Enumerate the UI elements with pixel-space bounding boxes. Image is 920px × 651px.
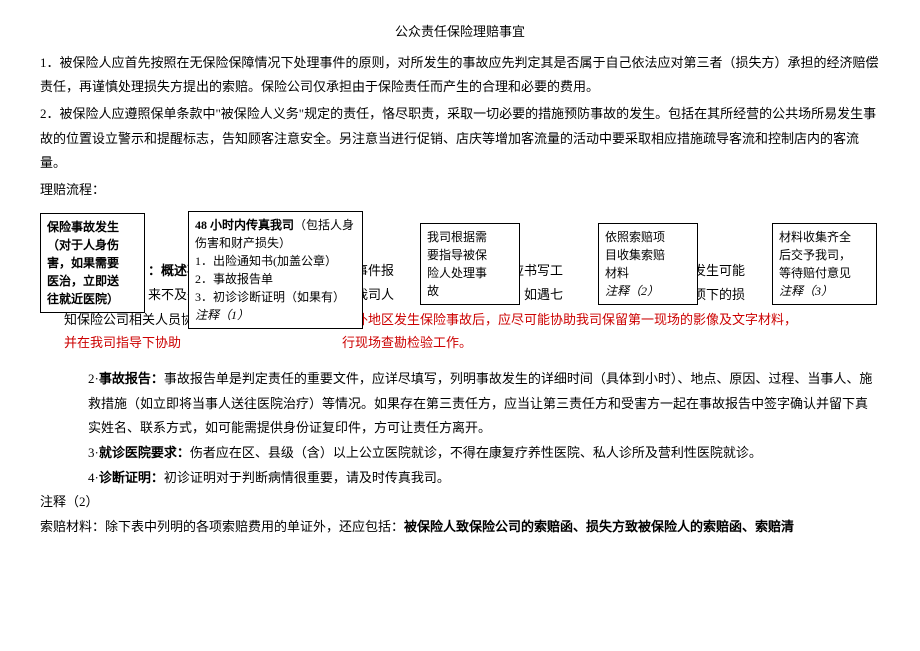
bg-text-red: 以外地区发生保险事故后，应尽可能协助我司保留第一现场的影像及文字材料， bbox=[342, 312, 797, 327]
paragraph-2: 2．被保险人应遵照保单条款中"被保险人义务"规定的责任，恪尽职责，采取一切必要的… bbox=[40, 102, 880, 176]
flow-box-2: 48 小时内传真我司（包括人身伤害和财产损失） 1．出险通知书(加盖公章） 2．… bbox=[188, 211, 363, 329]
flow-box-4: 依照索赔项 目收集索赔 材料 注释（2） bbox=[598, 223, 698, 305]
flow-box-5: 材料收集齐全 后交予我司， 等待赔付意见 注释（3） bbox=[772, 223, 877, 305]
flow-box-1: 保险事故发生 （对于人身伤 害，如果需要 医治，立即送 往就近医院） bbox=[40, 213, 145, 313]
paragraph-1: 1．被保险人应首先按照在无保险保障情况下处理事件的原则，对所发生的事故应先判定其… bbox=[40, 51, 880, 100]
flow-box-3: 我司根据需 要指导被保 险人处理事 故 bbox=[420, 223, 520, 305]
bottom-para: 索赔材料：除下表中列明的各项索赔费用的单证外，还应包括：被保险人致保险公司的索赔… bbox=[40, 515, 880, 540]
flow-row: ：概述事 见事件报 书应书写工 如发生可能 来不及书 知我司人 勘。如遇七 险项… bbox=[40, 211, 880, 341]
annotation-2-label: 注释（2） bbox=[40, 490, 880, 515]
note-3: 3·就诊医院要求：伤者应在区、县级（含）以上公立医院就诊，不得在康复疗养性医院、… bbox=[88, 441, 880, 466]
bg-text: 知保险公司相关人员协助 bbox=[64, 312, 207, 327]
bg-text-red: 并在我司指导下协助 bbox=[64, 335, 181, 350]
note-2: 2·事故报告：事故报告单是判定责任的重要文件，应详尽填写，列明事故发生的详细时间… bbox=[88, 367, 880, 441]
page-title: 公众责任保险理赔事宜 bbox=[40, 20, 880, 45]
note-4: 4·诊断证明：初诊证明对于判断病情很重要，请及时传真我司。 bbox=[88, 466, 880, 491]
bg-text-red: 行现场查勘检验工作。 bbox=[342, 335, 472, 350]
flow-label: 理赔流程： bbox=[40, 178, 880, 203]
